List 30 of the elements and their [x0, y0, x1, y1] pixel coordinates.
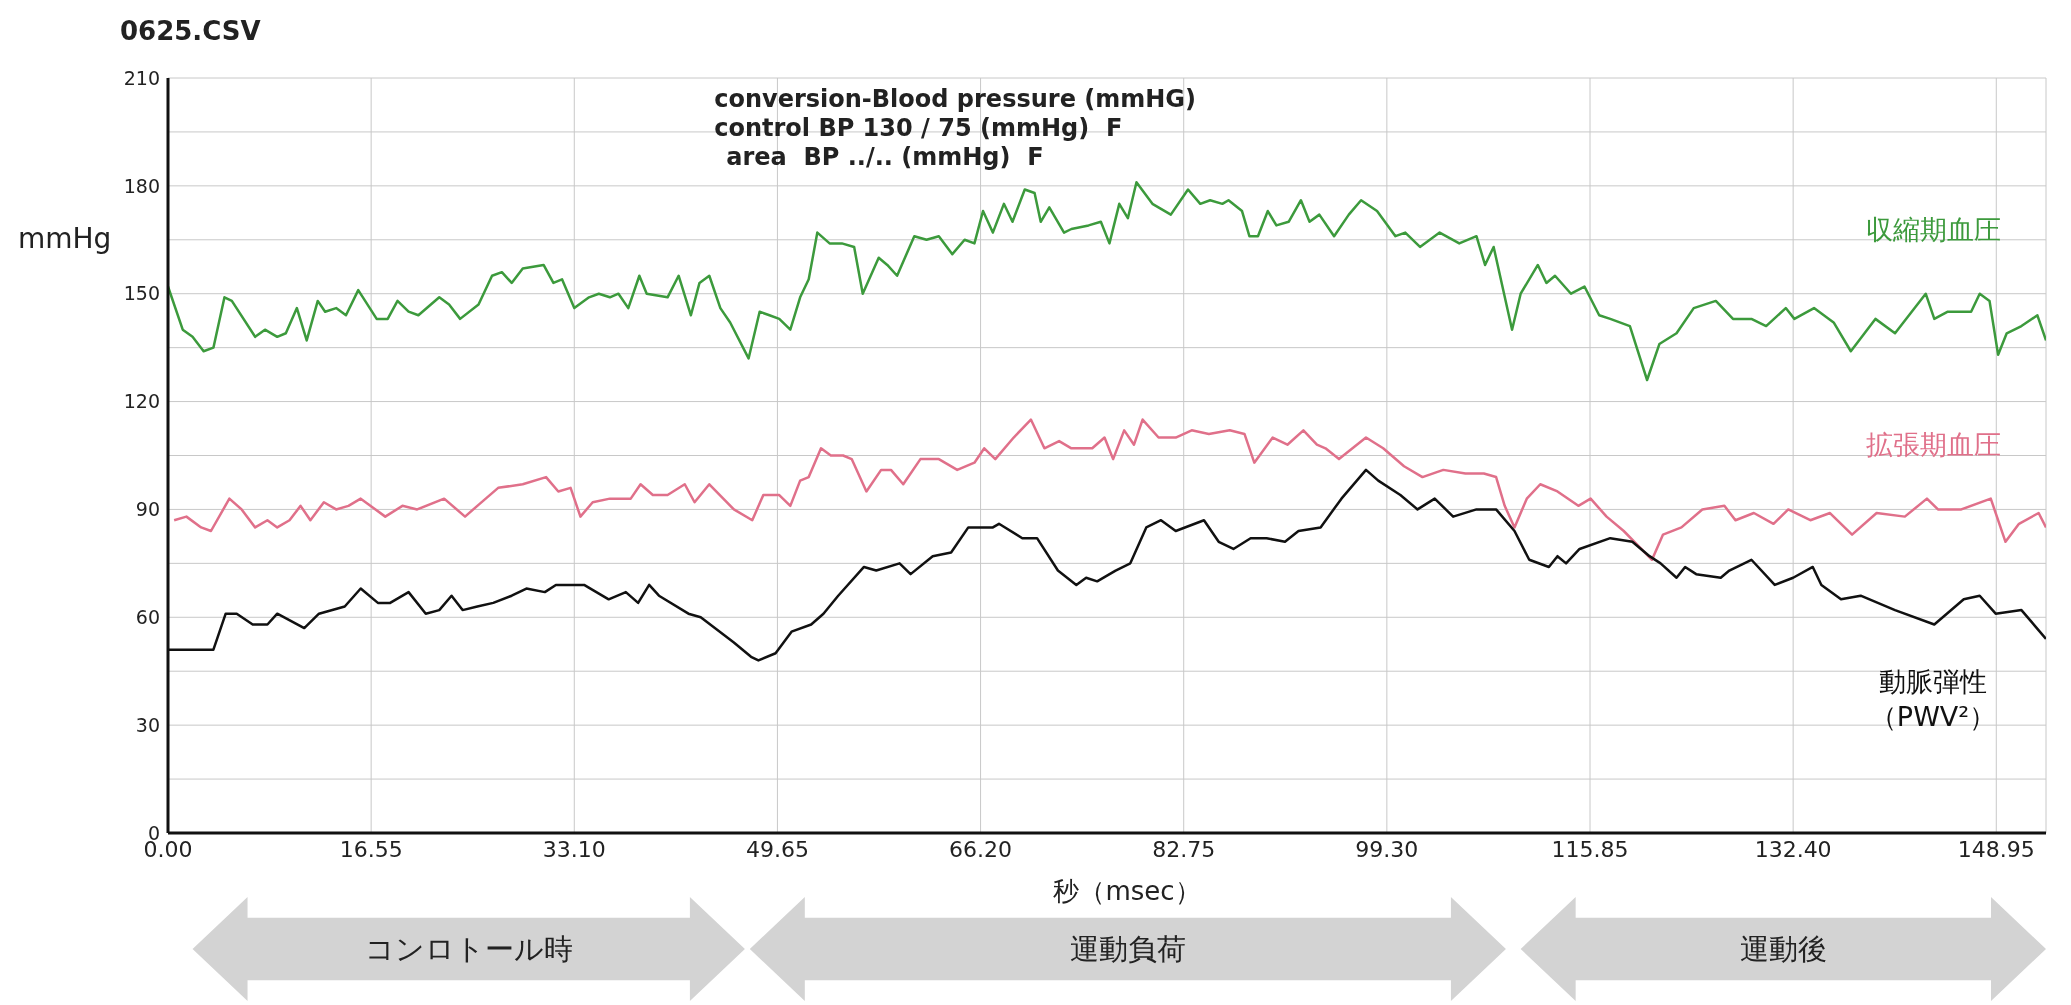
y-tick-label: 120 [123, 390, 160, 413]
x-tick-label: 16.55 [339, 836, 403, 862]
chart-title: 0625.CSV [120, 16, 261, 46]
x-tick-label: 132.40 [1754, 836, 1832, 862]
line-series [172, 418, 2046, 562]
series-label: 動脈弾性（PWV²） [1868, 664, 1998, 734]
y-axis-title: mmHg [18, 221, 112, 255]
annotation: area BP ../.. (mmHg) F [725, 142, 1045, 172]
x-tick-label: 99.30 [1355, 836, 1419, 862]
y-tick-label: 150 [123, 282, 160, 305]
x-tick-label: 49.65 [745, 836, 809, 862]
x-tick-label: 148.95 [1957, 836, 2035, 862]
series-label: 拡張期血圧 [1864, 428, 2002, 463]
y-tick-label: 180 [123, 174, 160, 197]
text: コンロトール時 [364, 932, 573, 966]
series-label: 収縮期血圧 [1864, 213, 2002, 248]
annotation: conversion-Blood pressure (mmHG) [714, 85, 1196, 114]
y-tick-label: 60 [135, 606, 160, 629]
y-tick-label: 210 [123, 66, 160, 89]
x-tick-label: 66.20 [949, 836, 1013, 862]
text: 運動負荷 [1069, 932, 1186, 966]
x-tick-label: 115.85 [1551, 836, 1629, 862]
x-tick-label: 82.75 [1152, 836, 1216, 862]
y-tick-label: 90 [135, 498, 160, 521]
y-tick-label: 30 [135, 713, 160, 736]
annotation: control BP 130 / 75 (mmHg) F [714, 113, 1124, 143]
x-axis-title: 秒（msec） [1053, 875, 1201, 908]
text: 運動後 [1739, 932, 1827, 966]
x-tick-label: 33.10 [542, 836, 606, 862]
line-series [168, 181, 2046, 382]
